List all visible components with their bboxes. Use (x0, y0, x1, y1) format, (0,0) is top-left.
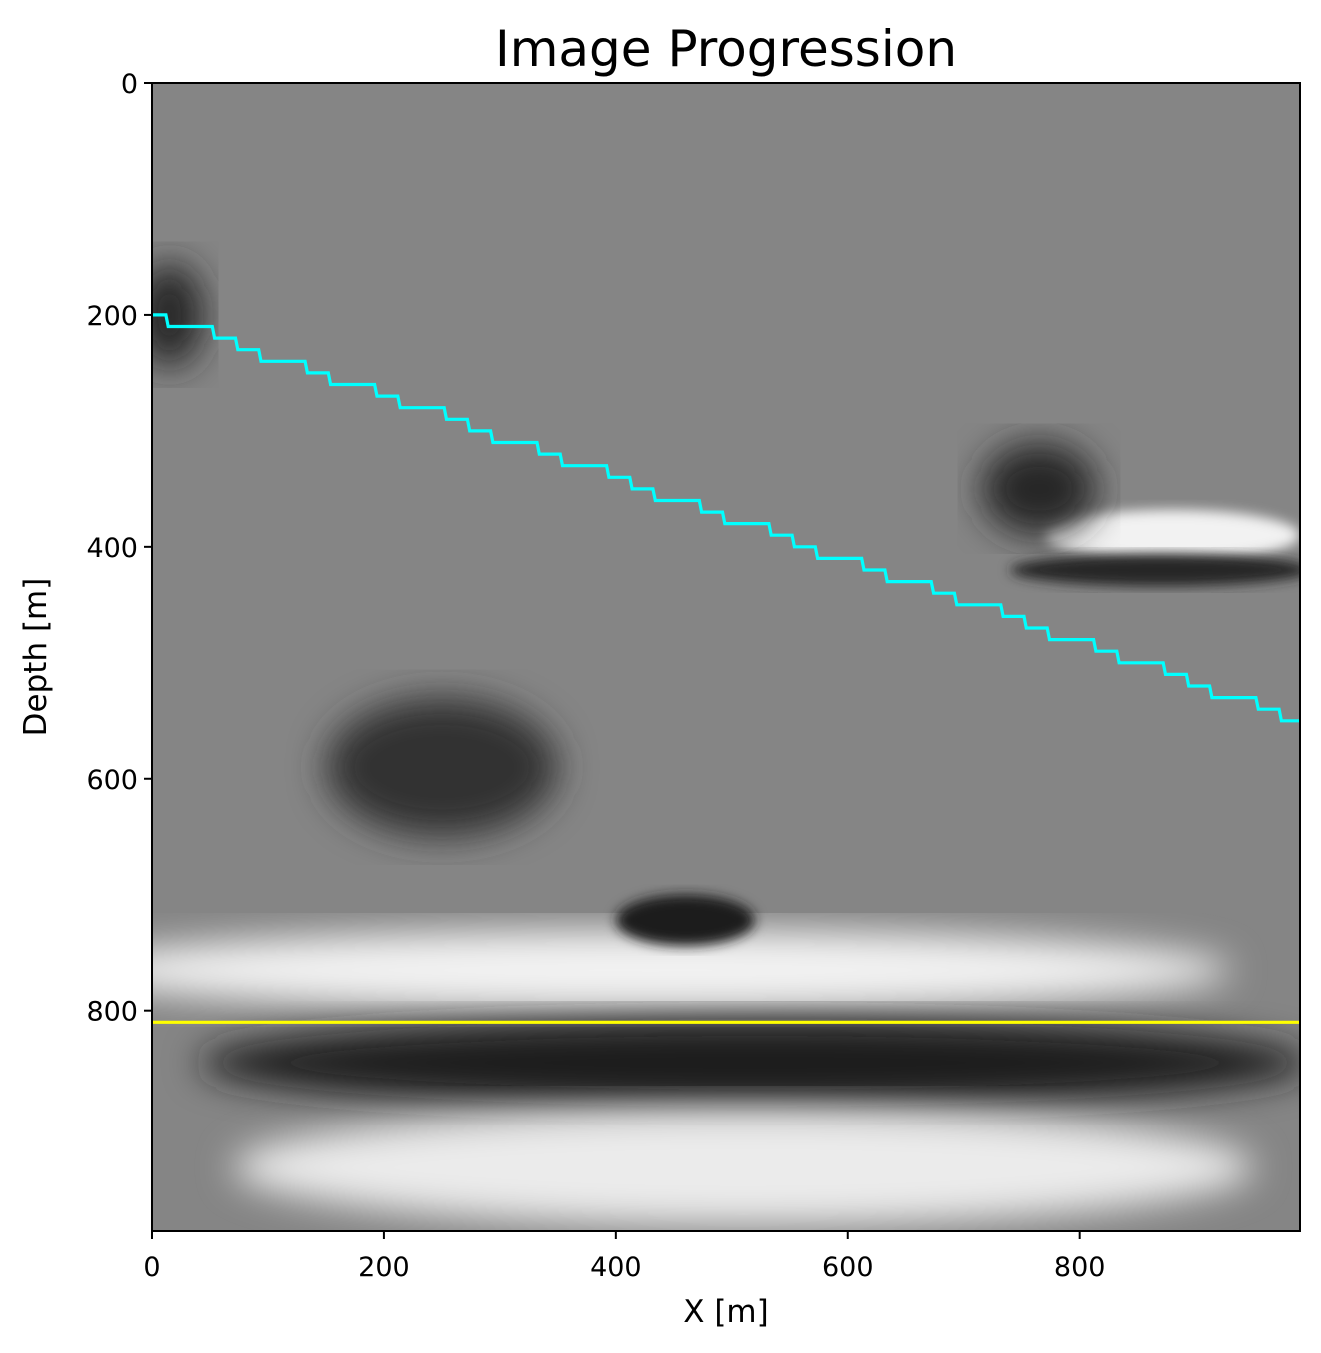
x-axis: 0 200 400 600 800 (143, 1231, 1105, 1283)
seismic-image (152, 262, 1300, 1226)
series-lines (152, 313, 1300, 1024)
series-line-0 (152, 313, 1300, 723)
y-tick-label-0: 0 (121, 69, 138, 100)
plot-frame (151, 82, 1301, 1232)
x-tick-label-200: 200 (358, 1252, 410, 1283)
plot-area (152, 83, 1300, 1231)
image-feature-dark-4 (615, 894, 755, 946)
image-feature-dark-1 (198, 1018, 1300, 1107)
image-feature-dark-8 (981, 442, 1098, 536)
y-tick-label-400: 400 (86, 533, 138, 564)
x-tick-label-0: 0 (143, 1252, 160, 1283)
image-feature-bright-0 (152, 929, 1231, 1011)
image-feature-dark-3 (325, 697, 558, 837)
x-tick-label-600: 600 (822, 1252, 874, 1283)
image-feature-bright-6 (1044, 509, 1300, 561)
image-feature-dark-7 (1010, 553, 1300, 587)
image-feature-bright-2 (233, 1109, 1254, 1226)
chart-title: Image Progression (495, 20, 957, 78)
y-axis: 0 200 400 600 800 (86, 69, 152, 1028)
x-tick-label-800: 800 (1054, 1252, 1106, 1283)
x-axis-label: X [m] (683, 1294, 768, 1330)
y-tick-label-600: 600 (86, 765, 138, 796)
image-feature-dark-5 (152, 262, 205, 368)
y-tick-label-800: 800 (86, 997, 138, 1028)
y-tick-label-200: 200 (86, 301, 138, 332)
x-tick-label-400: 400 (590, 1252, 642, 1283)
y-axis-label: Depth [m] (18, 578, 54, 737)
